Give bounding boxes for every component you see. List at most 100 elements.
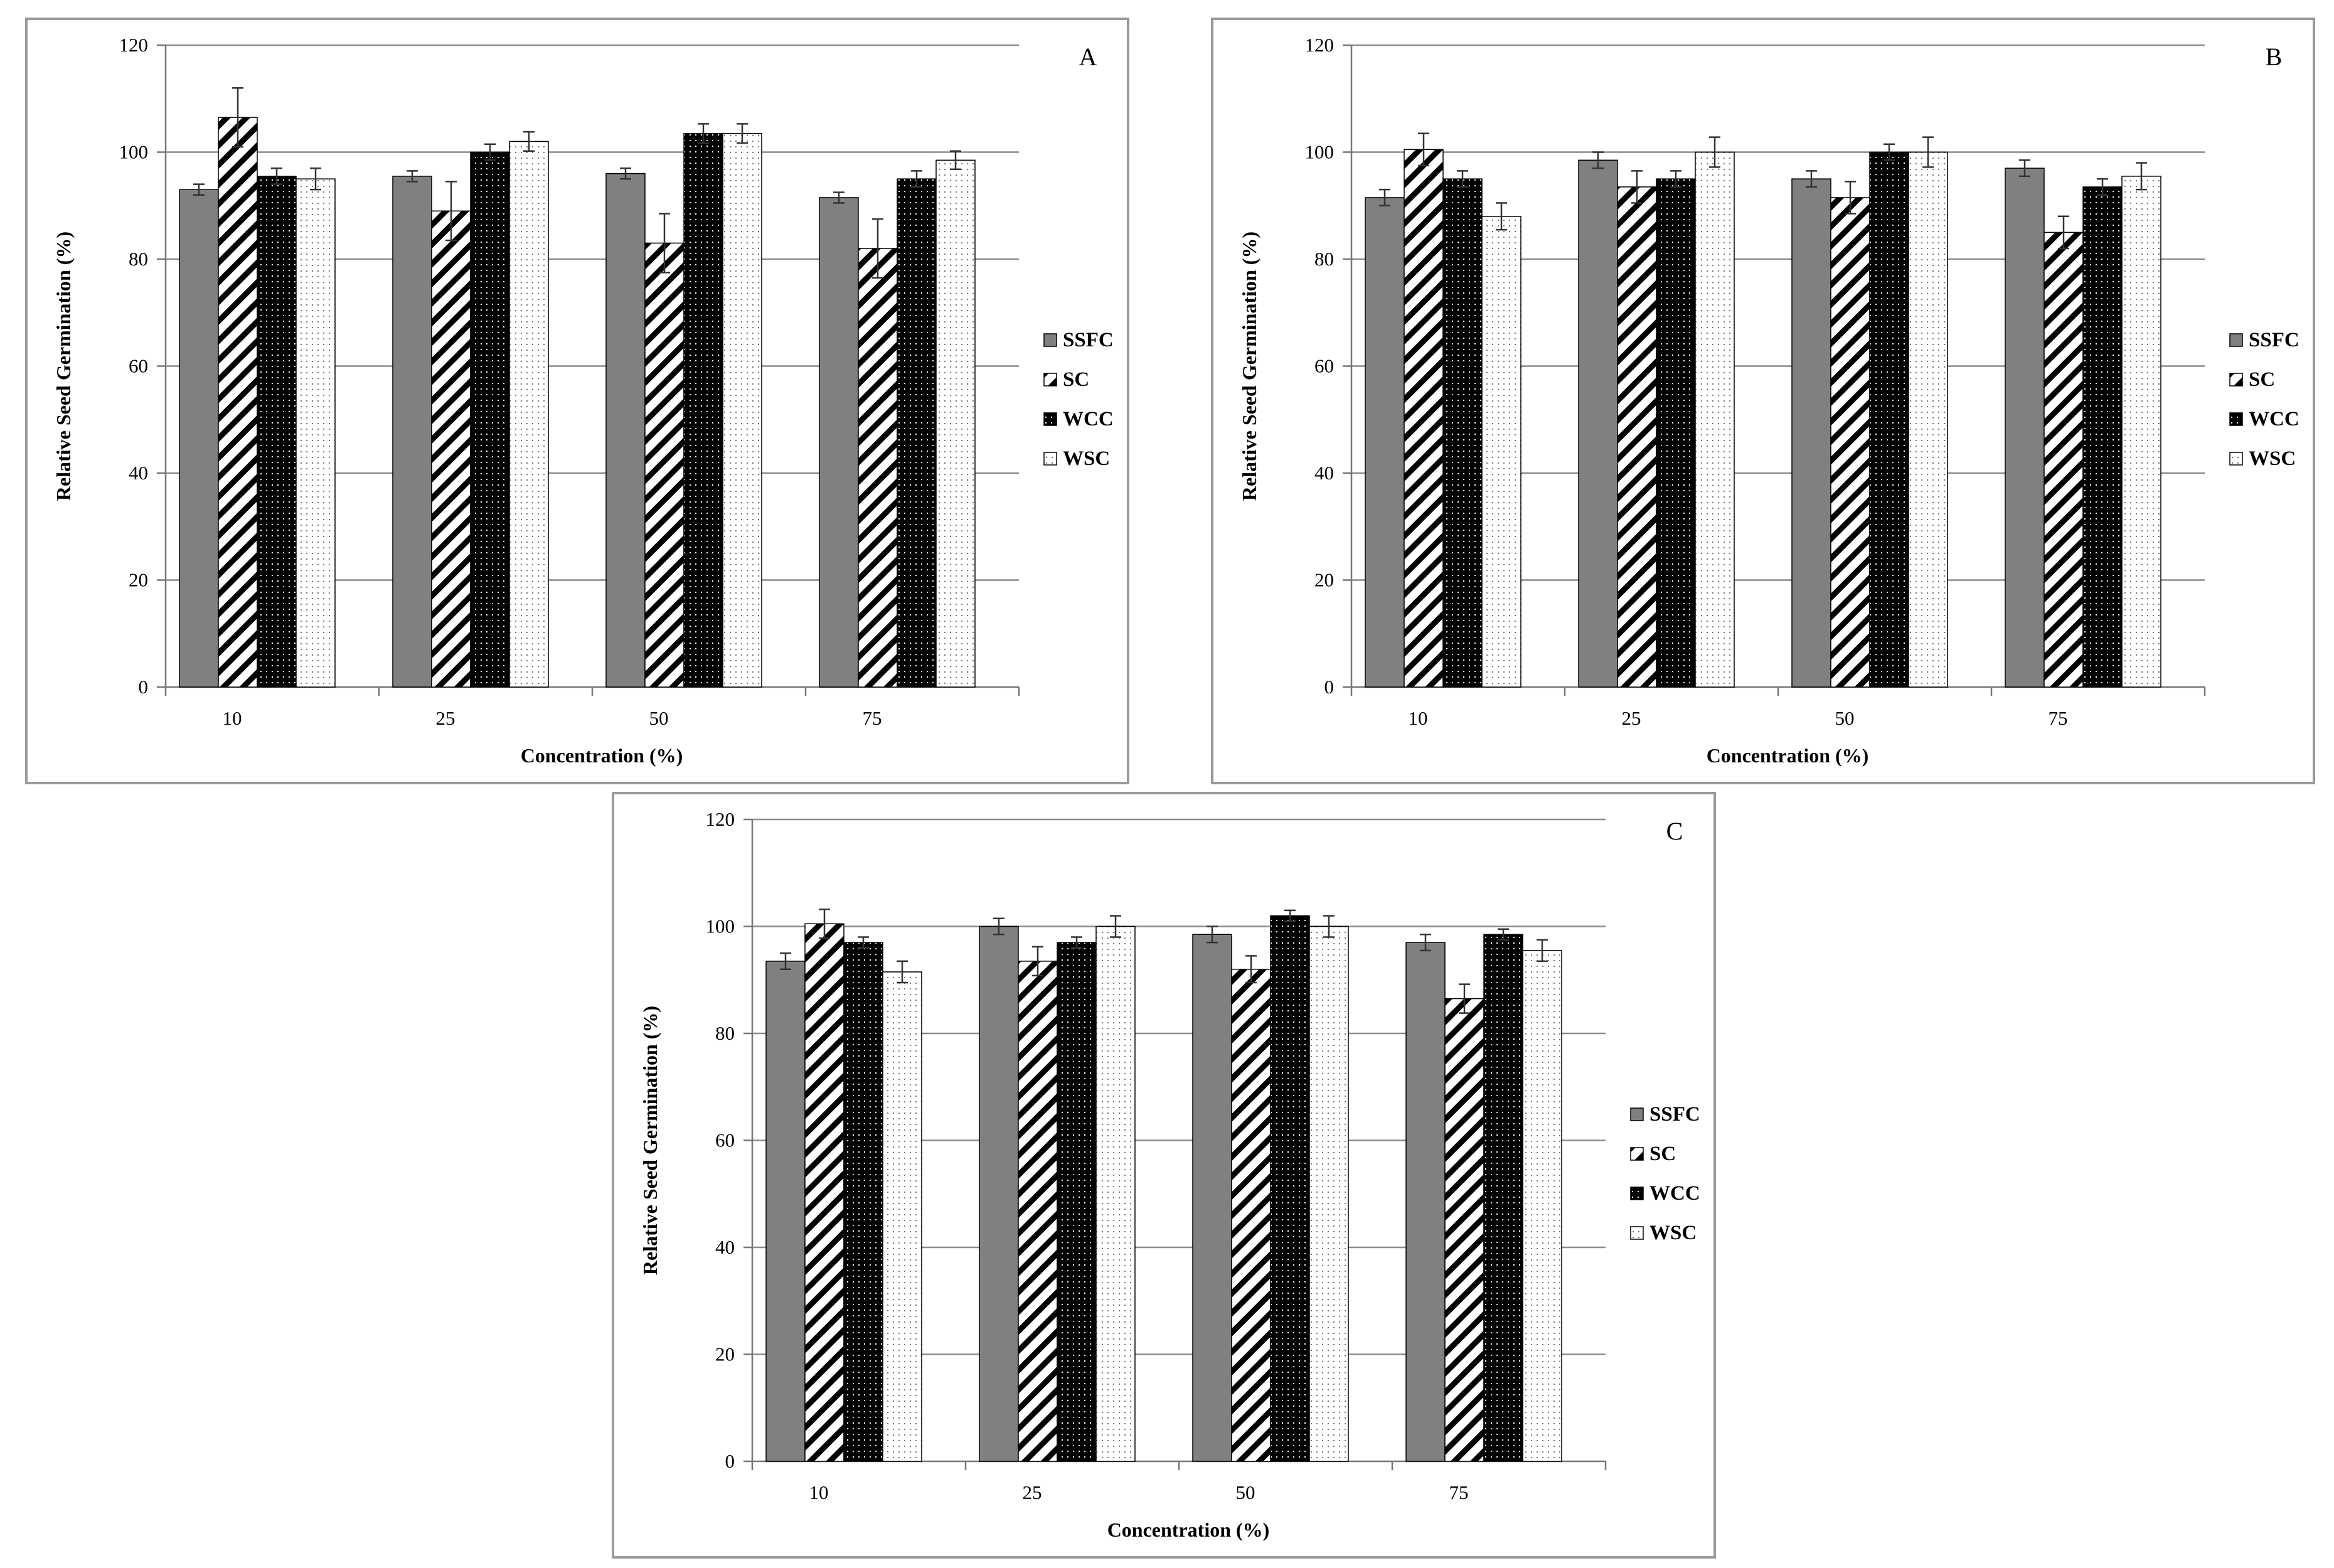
bar-wsc-50 <box>722 132 762 688</box>
chart-svg-a: 0 20 40 60 80 100 120 10 25 50 75 Concentration (%)… <box>52 34 1114 767</box>
legend-swatch-wsc <box>1630 1226 1644 1240</box>
y-tick-label: 80 <box>715 1022 735 1044</box>
error-bar-wsc-75 <box>950 150 961 171</box>
error-bar-wcc-25 <box>1670 170 1681 188</box>
error-bar-sc-50 <box>1245 955 1257 984</box>
legend-label-wsc: WSC <box>1063 447 1110 470</box>
bar-wsc-50 <box>1908 151 1948 688</box>
bar-wcc-75 <box>897 178 937 688</box>
chart-svg-c: 0 20 40 60 80 100 120 10 25 50 75 Concentration (%)… <box>639 808 1700 1541</box>
x-tick-label: 75 <box>2049 707 2068 729</box>
error-bar-wsc-50 <box>737 123 748 144</box>
bar-wsc-25 <box>1695 151 1735 688</box>
error-bar-sc-50 <box>1845 181 1856 215</box>
error-bar-ssfc-25 <box>407 170 418 183</box>
x-tick-label: 50 <box>649 707 669 729</box>
y-tick-label: 120 <box>1305 34 1335 56</box>
chart-svg-b: 0 20 40 60 80 100 120 10 25 50 75 Concentration (%)… <box>1238 34 2299 767</box>
error-bar-ssfc-75 <box>1420 934 1431 952</box>
x-axis-title: Concentration (%) <box>1107 1518 1270 1541</box>
error-bar-ssfc-75 <box>833 191 845 204</box>
y-axis-title: Relative Seed Germination (%) <box>639 1006 661 1275</box>
x-tick-label: 10 <box>223 707 242 729</box>
bar-sc-75 <box>1444 998 1484 1462</box>
bar-ssfc-75 <box>1405 942 1446 1462</box>
legend-swatch-wcc <box>2229 412 2243 426</box>
error-bar-sc-10 <box>819 908 830 939</box>
y-tick-label: 40 <box>715 1236 735 1258</box>
y-tick-label: 60 <box>1314 355 1334 377</box>
bar-wcc-75 <box>1483 934 1523 1462</box>
legend-swatch-wcc <box>1043 412 1057 426</box>
legend: SSFC SC WCC WSC <box>1043 329 1114 470</box>
error-bar-sc-25 <box>1631 170 1643 204</box>
panel-label: B <box>2266 43 2283 71</box>
legend-label-wcc: WCC <box>1063 408 1114 430</box>
bar-ssfc-75 <box>2005 168 2045 688</box>
y-tick-label: 100 <box>706 915 735 937</box>
bar-wcc-50 <box>1270 915 1310 1462</box>
y-axis-title: Relative Seed Germination (%) <box>52 232 75 501</box>
error-bar-wsc-75 <box>1537 939 1548 963</box>
y-tick-label: 0 <box>1324 676 1335 698</box>
x-tick-label: 75 <box>863 707 882 729</box>
bar-wcc-75 <box>2082 186 2123 688</box>
error-bar-wcc-10 <box>1457 170 1468 188</box>
y-tick-label: 60 <box>129 355 148 377</box>
bar-ssfc-25 <box>1578 159 1618 688</box>
legend-swatch-ssfc <box>2229 333 2243 347</box>
bar-sc-75 <box>2044 232 2084 688</box>
y-tick-label: 100 <box>119 141 149 163</box>
error-bar-wcc-75 <box>2097 178 2108 196</box>
x-axis-title: Concentration (%) <box>1707 744 1869 767</box>
legend-swatch-sc <box>2229 373 2243 387</box>
bar-wcc-25 <box>1656 178 1696 688</box>
error-bar-ssfc-50 <box>620 167 631 180</box>
error-bar-ssfc-25 <box>1592 151 1604 169</box>
bar-sc-75 <box>858 248 898 688</box>
bar-wcc-25 <box>1057 942 1097 1462</box>
error-bar-ssfc-10 <box>1379 188 1390 206</box>
legend-label-sc: SC <box>2249 368 2275 391</box>
error-bar-wsc-50 <box>1922 136 1934 168</box>
bar-wcc-50 <box>683 132 723 688</box>
y-tick-label: 80 <box>1314 248 1334 270</box>
bar-wsc-25 <box>509 141 549 688</box>
legend-swatch-ssfc <box>1630 1107 1644 1121</box>
x-axis-title: Concentration (%) <box>521 744 683 767</box>
error-bar-sc-10 <box>1418 132 1429 167</box>
bar-sc-50 <box>1231 968 1271 1462</box>
legend-label-wcc: WCC <box>2249 408 2299 430</box>
legend-swatch-sc <box>1630 1147 1644 1161</box>
bar-wsc-25 <box>1095 925 1136 1462</box>
error-bar-wsc-10 <box>897 960 908 984</box>
error-bar-sc-50 <box>659 213 670 274</box>
chart-panel-b: 0 20 40 60 80 100 120 10 25 50 75 Concentration (%)… <box>1211 18 2315 784</box>
bar-sc-25 <box>1018 961 1058 1462</box>
error-bar-sc-75 <box>872 218 883 279</box>
x-tick-label: 50 <box>1236 1481 1255 1503</box>
bar-sc-10 <box>1404 149 1444 688</box>
error-bar-wcc-50 <box>698 123 709 144</box>
bar-sc-50 <box>1830 197 1870 688</box>
error-bar-ssfc-50 <box>1207 925 1218 944</box>
y-tick-label: 100 <box>1305 141 1335 163</box>
bar-wsc-75 <box>1522 950 1562 1462</box>
error-bar-wcc-25 <box>1071 936 1082 949</box>
legend-swatch-wsc <box>1043 452 1057 466</box>
bar-sc-25 <box>1617 186 1657 688</box>
legend-label-ssfc: SSFC <box>1649 1103 1700 1126</box>
legend-swatch-wsc <box>2229 452 2243 466</box>
error-bar-wsc-25 <box>1110 915 1121 938</box>
bar-wcc-25 <box>470 151 510 688</box>
bar-ssfc-75 <box>819 197 859 688</box>
error-bar-sc-10 <box>232 87 243 148</box>
legend-label-ssfc: SSFC <box>1063 329 1114 351</box>
error-bar-ssfc-10 <box>193 183 205 196</box>
bar-sc-10 <box>804 923 845 1462</box>
legend-label-wsc: WSC <box>1649 1222 1697 1244</box>
legend: SSFC SC WCC WSC <box>1630 1103 1700 1244</box>
bar-ssfc-10 <box>765 961 806 1462</box>
bar-ssfc-50 <box>1791 178 1831 688</box>
y-tick-label: 40 <box>1314 462 1334 484</box>
